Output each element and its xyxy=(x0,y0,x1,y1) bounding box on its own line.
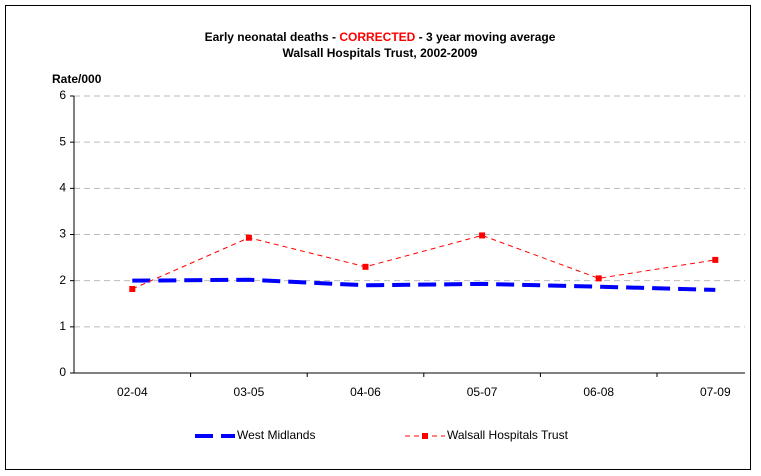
point xyxy=(362,263,369,270)
legend-label: West Midlands xyxy=(237,428,315,442)
x-tick-label: 04-06 xyxy=(350,385,381,399)
legend-marker xyxy=(422,433,428,439)
y-axis-label: Rate/000 xyxy=(52,72,102,86)
point xyxy=(479,232,486,239)
y-tick-label: 5 xyxy=(59,134,66,148)
point xyxy=(245,234,252,241)
y-tick-label: 6 xyxy=(59,88,66,102)
y-tick-label: 0 xyxy=(59,365,66,379)
chart-title: Early neonatal deaths - CORRECTED - 3 ye… xyxy=(205,30,556,44)
y-tick-label: 4 xyxy=(59,181,66,195)
title-part: CORRECTED xyxy=(339,30,415,44)
title-part: - 3 year moving average xyxy=(415,30,555,44)
legend-label: Walsall Hospitals Trust xyxy=(447,428,569,442)
chart-frame xyxy=(5,5,751,470)
x-tick-label: 05-07 xyxy=(467,385,498,399)
series-line xyxy=(132,234,716,290)
series-line xyxy=(132,277,716,292)
y-tick-label: 2 xyxy=(59,273,66,287)
title-part: Early neonatal deaths - xyxy=(205,30,340,44)
y-tick-label: 3 xyxy=(59,227,66,241)
x-tick-label: 03-05 xyxy=(234,385,265,399)
point xyxy=(712,256,719,263)
x-tick-label: 06-08 xyxy=(583,385,614,399)
x-tick-label: 07-09 xyxy=(700,385,731,399)
y-tick-label: 1 xyxy=(59,319,66,333)
point xyxy=(595,275,602,282)
point xyxy=(129,285,136,292)
chart-subtitle: Walsall Hospitals Trust, 2002-2009 xyxy=(283,46,478,60)
x-tick-label: 02-04 xyxy=(117,385,148,399)
